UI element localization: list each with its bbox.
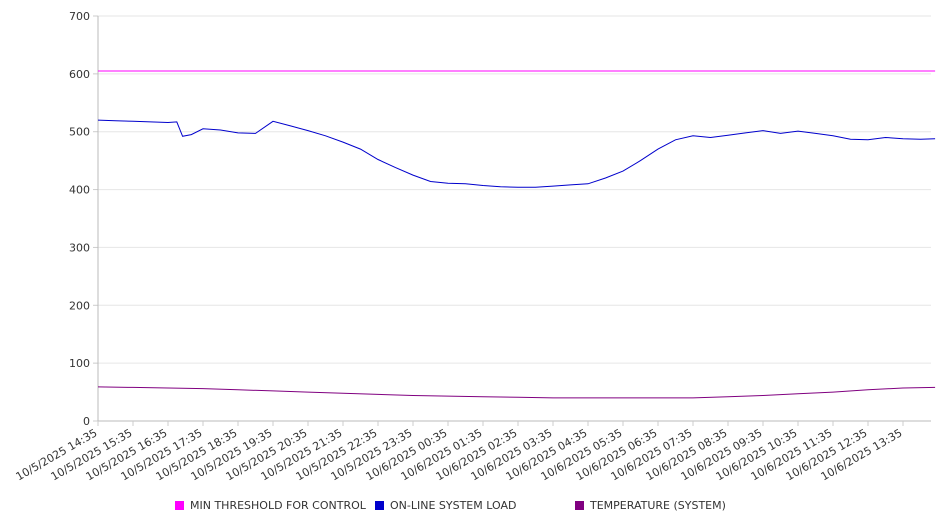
- legend-item: MIN THRESHOLD FOR CONTROL: [175, 499, 366, 512]
- y-tick-label: 0: [83, 415, 90, 428]
- y-tick-label: 100: [69, 357, 90, 370]
- y-tick-label: 700: [69, 10, 90, 23]
- legend-swatch: [175, 501, 184, 510]
- legend-item: TEMPERATURE (SYSTEM): [575, 499, 726, 512]
- line-chart: 0 100 200 300 400 500 600 700 10/5/2025 14:3510…: [14, 10, 936, 483]
- legend-item: ON-LINE SYSTEM LOAD: [375, 499, 516, 512]
- legend-swatch: [375, 501, 384, 510]
- series-line: [97, 386, 936, 399]
- series-lines: [97, 70, 936, 399]
- gridlines: [98, 15, 931, 364]
- y-tick-label: 600: [69, 68, 90, 81]
- series-line: [97, 119, 936, 188]
- y-tick-label: 500: [69, 126, 90, 139]
- legend-label: ON-LINE SYSTEM LOAD: [390, 499, 517, 512]
- y-tick-label: 400: [69, 184, 90, 197]
- legend: MIN THRESHOLD FOR CONTROL ON-LINE SYSTEM …: [0, 497, 946, 515]
- legend-swatch: [575, 501, 584, 510]
- legend-label: TEMPERATURE (SYSTEM): [590, 499, 726, 512]
- axes: [97, 16, 931, 422]
- legend-label: MIN THRESHOLD FOR CONTROL: [190, 499, 366, 512]
- y-tick-label: 300: [69, 241, 90, 254]
- y-axis: 0 100 200 300 400 500 600 700: [69, 10, 98, 428]
- y-tick-label: 200: [69, 299, 90, 312]
